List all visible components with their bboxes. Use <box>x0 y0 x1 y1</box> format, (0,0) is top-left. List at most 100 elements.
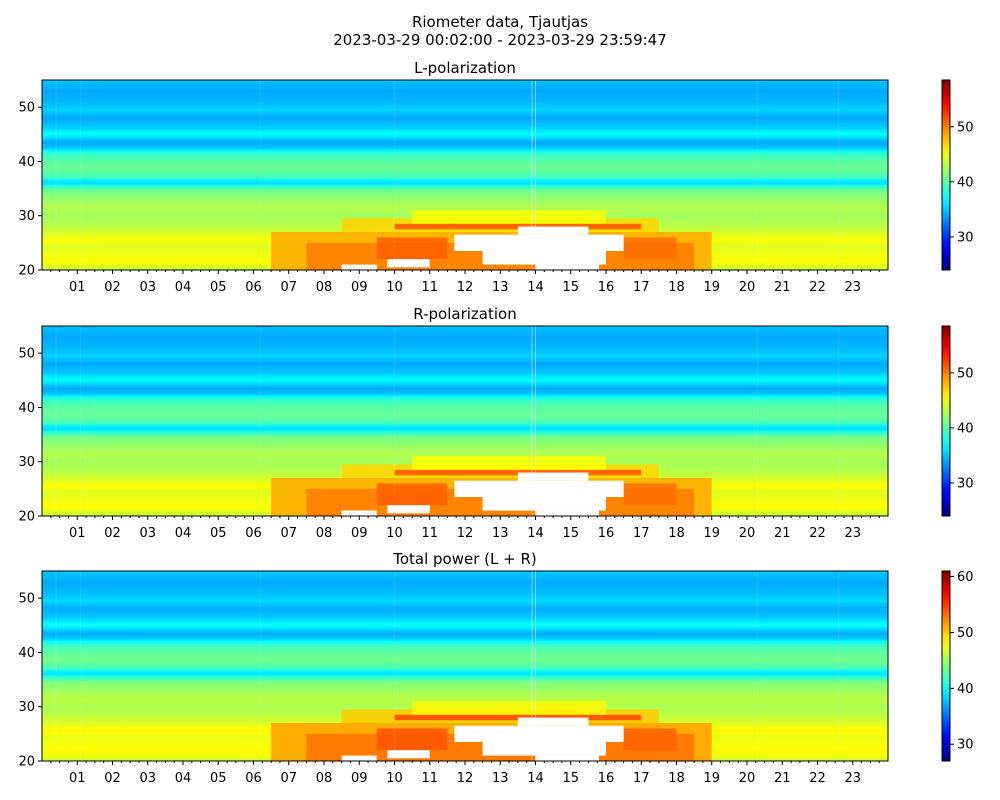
heatmap-enhancement-band <box>623 237 677 260</box>
heatmap-saturated-region <box>517 717 589 726</box>
heatmap-enhancement-band <box>394 469 642 476</box>
heatmap-saturated-region <box>482 251 606 265</box>
heatmap-saturated-region <box>517 226 589 235</box>
x-tick-label: 17 <box>633 771 650 786</box>
heatmap-enhancement-band <box>412 701 606 715</box>
x-tick-label: 02 <box>104 526 121 541</box>
heatmap-enhancement-band <box>623 728 677 751</box>
x-tick-label: 01 <box>69 526 86 541</box>
x-tick-label: 12 <box>457 771 474 786</box>
x-tick-label: 20 <box>739 771 756 786</box>
x-tick-label: 03 <box>139 280 156 295</box>
figure-title: Riometer data, Tjautjas <box>411 13 589 31</box>
x-tick-label: 20 <box>739 280 756 295</box>
colorbar-tick-label: 30 <box>957 476 974 491</box>
colorbar-tick-label: 40 <box>957 421 974 436</box>
heatmap-saturated-region <box>341 755 377 761</box>
x-tick-label: 06 <box>245 526 262 541</box>
colorbar-tick-label: 40 <box>957 682 974 697</box>
x-tick-label: 11 <box>421 771 438 786</box>
x-tick-label: 13 <box>492 526 509 541</box>
y-tick-label: 40 <box>18 646 35 661</box>
x-tick-label: 09 <box>351 771 368 786</box>
x-tick-label: 05 <box>210 526 227 541</box>
x-tick-label: 20 <box>739 526 756 541</box>
y-tick-label: 30 <box>18 700 35 715</box>
heatmap-enhancement-band <box>376 483 448 506</box>
x-tick-label: 01 <box>69 280 86 295</box>
heatmap-saturated-region <box>454 480 624 497</box>
x-tick-label: 15 <box>562 526 579 541</box>
figure-subtitle: 2023-03-29 00:02:00 - 2023-03-29 23:59:4… <box>333 31 667 49</box>
heatmap-saturated-region <box>535 755 599 761</box>
x-tick-label: 10 <box>386 280 403 295</box>
colorbar-tick-label: 40 <box>957 175 974 190</box>
colorbar <box>941 79 951 271</box>
heatmap-saturated-region <box>482 742 606 756</box>
x-tick-label: 09 <box>351 280 368 295</box>
colorbar-tick-label: 60 <box>957 570 974 585</box>
heatmap-saturated-region <box>517 472 589 481</box>
y-tick-label: 30 <box>18 209 35 224</box>
x-tick-label: 07 <box>280 526 297 541</box>
y-tick-label: 50 <box>18 347 35 362</box>
x-tick-label: 17 <box>633 280 650 295</box>
x-tick-label: 11 <box>421 526 438 541</box>
heatmap-enhancement-band <box>412 456 606 470</box>
x-tick-label: 16 <box>598 280 615 295</box>
panel-title: Total power (L + R) <box>392 550 537 568</box>
x-tick-label: 14 <box>527 526 544 541</box>
y-tick-label: 40 <box>18 401 35 416</box>
heatmap-saturated-region <box>535 510 599 516</box>
x-tick-label: 06 <box>245 771 262 786</box>
heatmap-saturated-region <box>387 259 430 268</box>
x-tick-label: 22 <box>809 526 826 541</box>
heatmap-saturated-region <box>454 725 624 742</box>
x-tick-label: 12 <box>457 526 474 541</box>
x-tick-label: 13 <box>492 771 509 786</box>
x-tick-label: 23 <box>844 280 861 295</box>
x-tick-label: 08 <box>316 526 333 541</box>
heatmap-enhancement-band <box>623 483 677 506</box>
x-tick-label: 01 <box>69 771 86 786</box>
x-tick-label: 23 <box>844 771 861 786</box>
colorbar-tick-label: 50 <box>957 366 974 381</box>
x-tick-label: 16 <box>598 771 615 786</box>
heatmap-saturated-region <box>341 510 377 516</box>
x-tick-label: 22 <box>809 771 826 786</box>
panel-title: R-polarization <box>413 305 516 323</box>
y-tick-label: 20 <box>18 510 35 525</box>
x-tick-label: 03 <box>139 771 156 786</box>
heatmap-enhancement-band <box>376 728 448 751</box>
y-tick-label: 30 <box>18 455 35 470</box>
x-tick-label: 08 <box>316 771 333 786</box>
x-tick-label: 05 <box>210 280 227 295</box>
y-tick-label: 20 <box>18 264 35 279</box>
x-tick-label: 21 <box>774 771 791 786</box>
heatmap-enhancement-band <box>412 210 606 224</box>
colorbar-tick-label: 50 <box>957 626 974 641</box>
x-tick-label: 04 <box>175 526 192 541</box>
heatmap-saturated-region <box>387 750 430 759</box>
x-tick-label: 19 <box>703 526 720 541</box>
y-tick-label: 20 <box>18 755 35 770</box>
x-tick-label: 19 <box>703 280 720 295</box>
x-tick-label: 10 <box>386 771 403 786</box>
x-tick-label: 08 <box>316 280 333 295</box>
x-tick-label: 15 <box>562 771 579 786</box>
x-tick-label: 21 <box>774 526 791 541</box>
x-tick-label: 05 <box>210 771 227 786</box>
x-tick-label: 19 <box>703 771 720 786</box>
x-tick-label: 02 <box>104 771 121 786</box>
x-tick-label: 17 <box>633 526 650 541</box>
heatmap-saturated-region <box>387 505 430 514</box>
x-tick-label: 13 <box>492 280 509 295</box>
y-tick-label: 50 <box>18 592 35 607</box>
x-tick-label: 04 <box>175 771 192 786</box>
x-tick-label: 18 <box>668 526 685 541</box>
heatmap-saturated-region <box>535 264 599 270</box>
heatmap-saturated-region <box>454 234 624 251</box>
heatmap-saturated-region <box>341 264 377 270</box>
